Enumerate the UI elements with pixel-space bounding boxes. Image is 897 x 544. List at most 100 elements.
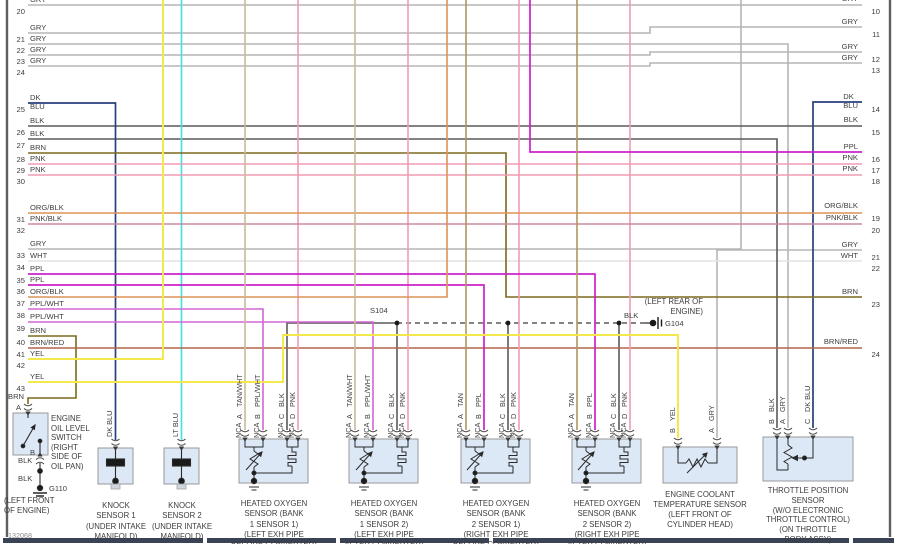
wire-color-label: PNK	[30, 154, 46, 163]
wire-color-label: GRY	[841, 240, 858, 249]
wire-color-label: PNK	[842, 164, 858, 173]
ho2s-b1s2-pin-a-letter: A	[345, 414, 354, 419]
wire-color-label: GRY	[30, 23, 47, 32]
pin-number: 23	[871, 300, 880, 309]
wire-gry-23-12	[28, 51, 862, 56]
ho2s-b1s2-internal	[354, 439, 409, 491]
ect-pin-a-color: GRY	[707, 405, 716, 421]
pin-number: 22	[16, 46, 25, 55]
wire-color-label: YEL	[30, 372, 45, 381]
pin-number: 32	[16, 226, 25, 235]
ho2s-b1s1-pin-b-nca: NCA	[252, 422, 261, 438]
ho2s-b2s1-pin-a-color: TAN	[456, 392, 465, 407]
pin-number: 14	[871, 105, 880, 114]
wire-gry-33	[28, 0, 742, 250]
wires-tan	[465, 0, 578, 430]
tps-pin-b-letter: B	[767, 419, 776, 424]
ect-internal	[677, 447, 718, 474]
wires-gray	[28, 0, 862, 438]
wire-color-label: ORG/BLK	[30, 203, 64, 212]
oil-level-switch-box	[12, 412, 49, 456]
knock1-wire-label: DK BLU	[105, 410, 114, 437]
tps-pin-a-color: GRY	[778, 396, 787, 412]
wire-color-label: PPL	[30, 264, 45, 273]
ho2s-b2s1-pin-b-color: PPL	[474, 393, 483, 407]
oil-switch-blk-wire-label: BLK	[18, 474, 33, 483]
wires-orange-black	[28, 0, 862, 298]
wire-color-label: BLK	[843, 115, 858, 124]
wire-color-label: ORG/BLK	[824, 201, 858, 210]
ho2s-b1s2-pin-c-nca: NCA	[386, 422, 395, 438]
wire-color-label: GRY	[841, 17, 858, 26]
wire-color-label: BLK	[30, 116, 45, 125]
pin-number: 20	[871, 226, 880, 235]
wire-color-label: BLK	[30, 129, 45, 138]
wire-color-label: BRN	[30, 326, 47, 335]
pin-number: 33	[16, 251, 25, 260]
pin-number: 11	[872, 30, 880, 39]
ho2s-b1s2-pin-a-color: TAN/WHT	[345, 374, 354, 407]
g110-location-label: (LEFT FRONT OF ENGINE)	[4, 496, 55, 515]
wire-gry-22-tps-a	[28, 43, 789, 428]
wire-color-label: BRN	[841, 287, 858, 296]
ho2s-b2s2-pin-b-letter: B	[585, 414, 594, 419]
ho2s-b2s1-pin-c-color: BLK	[498, 393, 507, 407]
wire-pplwht-39-ho2s2-b	[28, 321, 374, 430]
pin-number: 43	[16, 384, 25, 393]
page-borders	[3, 0, 894, 543]
ect-pin-a-letter: A	[707, 428, 716, 433]
wire-color-label: BRN/RED	[30, 338, 65, 347]
ho2s-b2s1-pin-d-letter: D	[509, 413, 518, 419]
ho2s-b1s2-pin-d-color: PNK	[398, 391, 407, 407]
pin-number: 27	[16, 141, 25, 150]
wire-ppl-36-ho2s3-b	[28, 284, 485, 430]
wire-pplwht-38-ho2s1-b	[28, 308, 264, 430]
ho2s-b1s1-label: HEATED OXYGEN SENSOR (BANK 1 SENSOR 1) (…	[231, 499, 317, 544]
wire-color-label: PPL	[30, 275, 45, 284]
wire-blk-ho2s1-c	[286, 322, 397, 430]
pin-number: 25	[16, 105, 25, 114]
wire-yel-42	[28, 0, 164, 360]
ho2s-b1s2-pin-c-letter: C	[387, 413, 396, 419]
ho2s-b2s2-pin-d-color: PNK	[620, 391, 629, 407]
ho2s-b1s2-pin-a-nca: NCA	[344, 422, 353, 438]
wire-color-label: BRN	[30, 143, 47, 152]
ho2s-b2s2-pin-a-nca: NCA	[566, 422, 575, 438]
pin-number: 20	[16, 7, 25, 16]
wire-orgblk-37	[28, 0, 448, 298]
ho2s-b1s1-pin-d-color: PNK	[288, 391, 297, 407]
diagram-part-number: 132068	[8, 531, 32, 540]
ho2s-b2s1-pin-c-nca: NCA	[497, 422, 506, 438]
ho2s-b2s2-pin-a-letter: A	[567, 414, 576, 419]
ho2s-b2s1-pin-c-letter: C	[498, 413, 507, 419]
pin-number: 41	[16, 350, 25, 359]
wire-color-label: PNK/BLK	[825, 213, 858, 222]
pin-number: 24	[16, 68, 25, 77]
wire-color-label: GRY	[30, 0, 46, 4]
pin-number: 23	[16, 57, 25, 66]
ho2s-b1s1-pin-a-letter: A	[235, 414, 244, 419]
wires-dark-blue	[28, 101, 862, 440]
tps-internal	[776, 437, 814, 471]
wire-color-label: GRY	[30, 56, 47, 65]
ho2s-b1s2-pin-d-letter: D	[398, 413, 407, 419]
pin-number: 21	[16, 35, 25, 44]
ground-g110-label: G110	[49, 484, 68, 493]
wire-brn-40-oil-switch	[27, 335, 77, 404]
knock-sensor-2-internal	[171, 448, 192, 490]
wire-color-label: YEL	[30, 349, 45, 358]
ho2s-b1s1-pin-d-nca: NCA	[287, 422, 296, 438]
ho2s-b2s2-pin-b-nca: NCA	[584, 422, 593, 438]
wire-color-label: DK BLU	[843, 92, 859, 110]
splice-dot	[37, 468, 43, 474]
wire-ppl-16	[529, 0, 862, 153]
pin-number: 21	[871, 253, 880, 262]
pin-number: 42	[16, 361, 25, 370]
wires-brown	[27, 152, 862, 404]
wire-color-label: ORG/BLK	[30, 287, 64, 296]
pin-number: 22	[871, 264, 880, 273]
oil-switch-blk-wire-label: BLK	[18, 456, 33, 465]
splice-s104-label: S104	[370, 306, 388, 315]
